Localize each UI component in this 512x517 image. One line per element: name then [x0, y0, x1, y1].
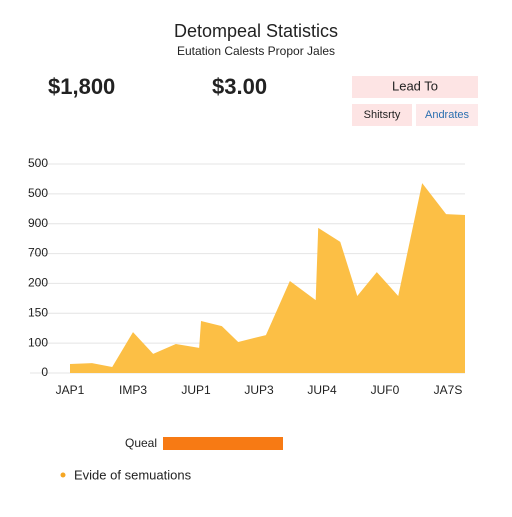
- y-tick-label: 900: [28, 216, 48, 230]
- area: [70, 183, 465, 373]
- y-tick-label: 700: [28, 246, 48, 260]
- stat: $3.00: [212, 74, 267, 99]
- button[interactable]: [352, 104, 412, 126]
- x-tick-label: JAP1: [56, 383, 85, 397]
- x-tick-label: JA7S: [434, 383, 463, 397]
- y-tick-label: 150: [28, 305, 48, 319]
- stat: $1,800: [48, 74, 115, 99]
- legend-bar: [163, 437, 283, 450]
- button-label[interactable]: Andrates: [425, 109, 470, 121]
- legend-note: Evide of semuations: [74, 467, 192, 482]
- title: Detompeal Statistics: [174, 21, 338, 41]
- y-tick-label: 0: [41, 365, 48, 379]
- button[interactable]: [352, 76, 478, 98]
- y-tick-label: 100: [28, 335, 48, 349]
- x-tick-label: JUF0: [371, 383, 400, 397]
- y-tick-label: 500: [28, 156, 48, 170]
- y-tick-label: 500: [28, 186, 48, 200]
- x-tick-label: IMP3: [119, 383, 147, 397]
- button-label[interactable]: Shitsrty: [364, 109, 401, 121]
- y-tick-label: 200: [28, 276, 48, 290]
- chart: 0 100 150 200 700 900 500 500 JAP1 IMP3 JUP1 JUP3 JU…: [28, 156, 465, 397]
- x-tick-label: JUP3: [244, 383, 274, 397]
- button-label[interactable]: Lead To: [392, 78, 438, 93]
- button[interactable]: [416, 104, 478, 126]
- x-tick-label: JUP1: [181, 383, 211, 397]
- legend-dot: [60, 472, 66, 478]
- subtitle: Eutation Calests Propor Jales: [177, 44, 335, 58]
- legend-label: Queal: [125, 436, 157, 450]
- x-tick-label: JUP4: [307, 383, 337, 397]
